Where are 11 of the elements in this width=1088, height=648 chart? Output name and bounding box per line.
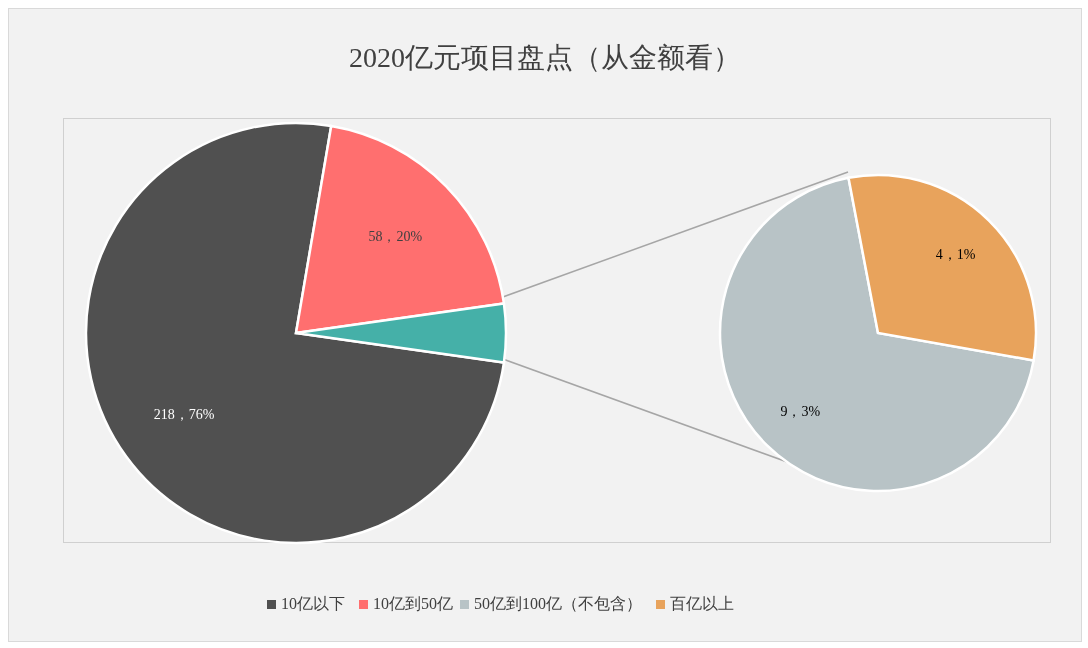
pie-slice — [718, 176, 1035, 493]
data-label: 9，3% — [780, 404, 821, 420]
data-label: 218，76% — [153, 407, 215, 423]
data-label: 4，1% — [935, 246, 976, 262]
legend-label: 10亿到50亿 — [372, 594, 453, 614]
pie-slice — [85, 121, 506, 545]
legend-label: 50亿到100亿（不包含） — [473, 594, 642, 614]
chart-title: 2020亿元项目盘点（从金额看） — [348, 41, 742, 75]
data-label: 58，20% — [368, 228, 423, 244]
legend-label: 10亿以下 — [280, 594, 345, 614]
legend-label: 百亿以上 — [669, 594, 734, 614]
